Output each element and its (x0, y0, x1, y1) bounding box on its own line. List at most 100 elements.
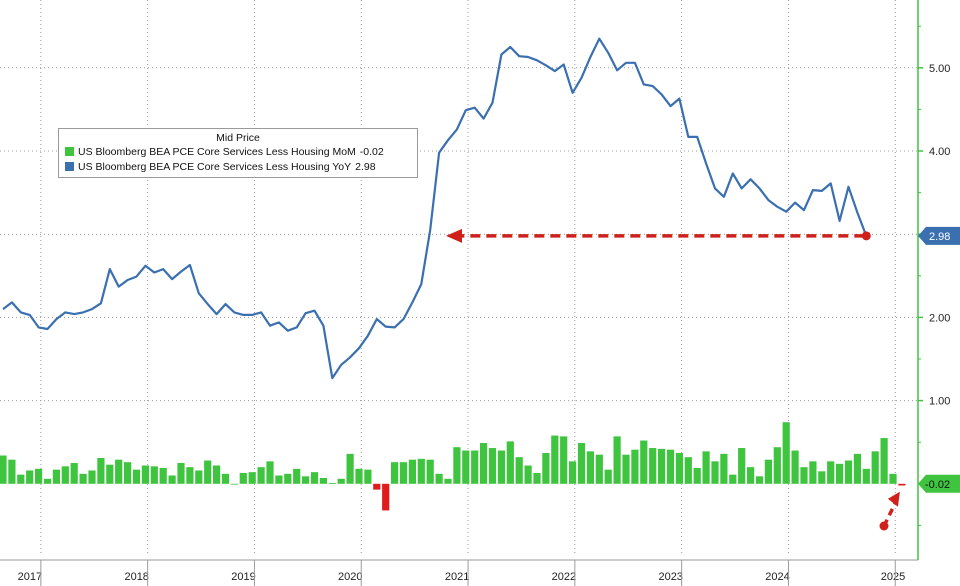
mom-bar (506, 441, 514, 484)
mom-bar (595, 454, 603, 484)
legend-value-yoy: 2.98 (355, 160, 376, 173)
mom-bar (382, 483, 390, 511)
mom-bar (106, 464, 114, 484)
mom-bar (755, 476, 764, 484)
mom-bar (248, 472, 256, 484)
mom-bar (257, 467, 265, 484)
mom-bar (666, 449, 675, 484)
mom-bar (195, 470, 203, 484)
mom-bar (764, 459, 772, 484)
mom-bar (8, 459, 16, 484)
mom-bar (853, 453, 861, 484)
mom-bar (213, 465, 221, 484)
arrow-mom-dot (879, 521, 889, 531)
y-tick-label: 1.00 (929, 396, 950, 408)
mom-bar (693, 467, 701, 484)
mom-bar (79, 473, 87, 484)
mom-bar (35, 468, 43, 484)
chart-grid (0, 0, 918, 556)
yoy-line-group (2, 37, 868, 380)
mom-bar (337, 478, 345, 484)
mom-bar (346, 453, 354, 484)
mom-bar (61, 466, 69, 484)
y-tick-label: 2.00 (929, 312, 950, 324)
mom-bar (791, 450, 799, 484)
mom-bar (115, 459, 123, 484)
mom-bar (364, 469, 372, 484)
mom-bar (569, 461, 577, 484)
mom-bar (177, 463, 185, 484)
mom-bar (355, 468, 363, 484)
mom-bar (150, 466, 158, 484)
mom-bar (551, 435, 559, 484)
mom-bar (373, 483, 381, 490)
mom-bar (293, 468, 301, 484)
arrow-mom-head (887, 491, 900, 507)
yoy-value-tag-label: 2.98 (929, 231, 950, 243)
mom-bar (809, 461, 817, 484)
annotation-arrows (446, 228, 900, 531)
legend-title: Mid Price (216, 132, 260, 144)
mom-bar (408, 459, 416, 484)
right-axis: 5.004.003.002.001.002.98-0.02 (917, 0, 960, 560)
mom-bar (0, 455, 7, 484)
legend-swatch-yoy (65, 162, 74, 171)
legend-label-mom: US Bloomberg BEA PCE Core Services Less … (78, 145, 356, 158)
mom-bar (328, 482, 336, 484)
mom-bar (302, 476, 310, 484)
mom-bar (640, 440, 648, 484)
mom-bar (43, 478, 52, 484)
x-tick-label: 2017 (18, 571, 42, 583)
mom-bar (889, 473, 897, 484)
mom-bar (70, 463, 78, 484)
mom-bar (836, 463, 844, 484)
legend-item-yoy: US Bloomberg BEA PCE Core Services Less … (65, 159, 417, 174)
mom-bar (898, 483, 906, 486)
mom-bar (88, 470, 96, 484)
mom-bar (604, 469, 612, 484)
mom-bar (800, 467, 808, 484)
mom-bar (702, 451, 710, 484)
mom-bar (577, 443, 586, 484)
mom-bar (738, 448, 746, 484)
mom-bar (159, 467, 167, 484)
mom-bar (417, 458, 425, 484)
mom-bar (827, 461, 835, 484)
mom-bar (844, 460, 853, 484)
x-tick-label: 2021 (445, 571, 469, 583)
yoy-line (2, 37, 868, 380)
mom-bar (631, 449, 639, 484)
mom-bar (319, 477, 327, 484)
mom-bar (747, 467, 755, 484)
x-tick-label: 2022 (552, 571, 576, 583)
mom-bar (586, 451, 594, 484)
mom-bar (275, 475, 283, 484)
mom-bar (284, 473, 292, 484)
y-tick-label: 5.00 (929, 63, 950, 75)
legend-label-yoy: US Bloomberg BEA PCE Core Services Less … (78, 160, 352, 173)
mom-bar (239, 472, 247, 484)
mom-bar (613, 436, 621, 484)
mom-bar (782, 422, 790, 484)
mom-bar (97, 458, 105, 484)
mom-bar (186, 467, 194, 484)
x-tick-label: 2020 (338, 571, 362, 583)
mom-bar (17, 474, 25, 484)
mom-value-tag (918, 474, 960, 493)
mom-bar (426, 459, 434, 484)
mom-bar (862, 468, 870, 484)
mom-bar (132, 469, 141, 484)
mom-bar (266, 461, 274, 484)
x-tick-label: 2025 (881, 571, 905, 583)
mom-bar (462, 450, 470, 484)
x-axis: 2017 2018 2019 2020 2021 2022 2023 2024 2025 (0, 559, 918, 586)
mom-bar (560, 436, 568, 484)
mom-bar (453, 447, 461, 484)
mom-bar (221, 473, 230, 484)
mom-bar (168, 475, 176, 484)
chart-legend: Mid Price US Bloomberg BEA PCE Core Serv… (58, 128, 418, 178)
x-tick-label: 2019 (231, 571, 255, 583)
mom-bar (711, 461, 719, 484)
mom-value-tag-label: -0.02 (925, 479, 950, 491)
